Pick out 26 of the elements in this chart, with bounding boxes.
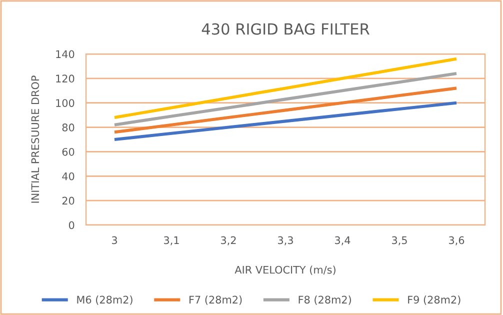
line-series <box>112 72 458 126</box>
x-tick-label: 3,4 <box>335 236 350 246</box>
line-series <box>112 86 458 134</box>
y-tick-label: 80 <box>62 124 74 132</box>
legend-label: F7 (28m2) <box>190 296 242 305</box>
x-axis-title: AIR VELOCITY (m/s) <box>234 266 336 275</box>
y-tick-label: 40 <box>62 172 74 180</box>
legend-label: M6 (28m2) <box>77 296 132 305</box>
chart-title: 430 RIGID BAG FILTER <box>202 23 370 35</box>
line-series <box>112 101 458 142</box>
y-axis-title: INITIAL PRESUURE DROP <box>31 76 40 203</box>
y-tick-label: 120 <box>56 74 74 83</box>
legend-label: F9 (28m2) <box>408 296 460 305</box>
x-tick-label: 3,2 <box>221 236 236 246</box>
legend-label: F8 (28m2) <box>298 296 351 305</box>
x-tick-label: 3,6 <box>449 236 464 246</box>
x-tick-label: 3,5 <box>392 236 407 246</box>
y-tick-label: 20 <box>62 196 74 205</box>
x-tick-label: 3 <box>112 236 117 244</box>
x-tick-label: 3,1 <box>164 236 179 246</box>
y-tick-label: 140 <box>56 50 74 58</box>
y-tick-label: 60 <box>62 148 74 156</box>
line-series <box>112 57 458 120</box>
x-tick-label: 3,3 <box>278 236 293 246</box>
y-tick-label: 0 <box>68 221 74 230</box>
y-tick-label: 100 <box>56 99 74 107</box>
